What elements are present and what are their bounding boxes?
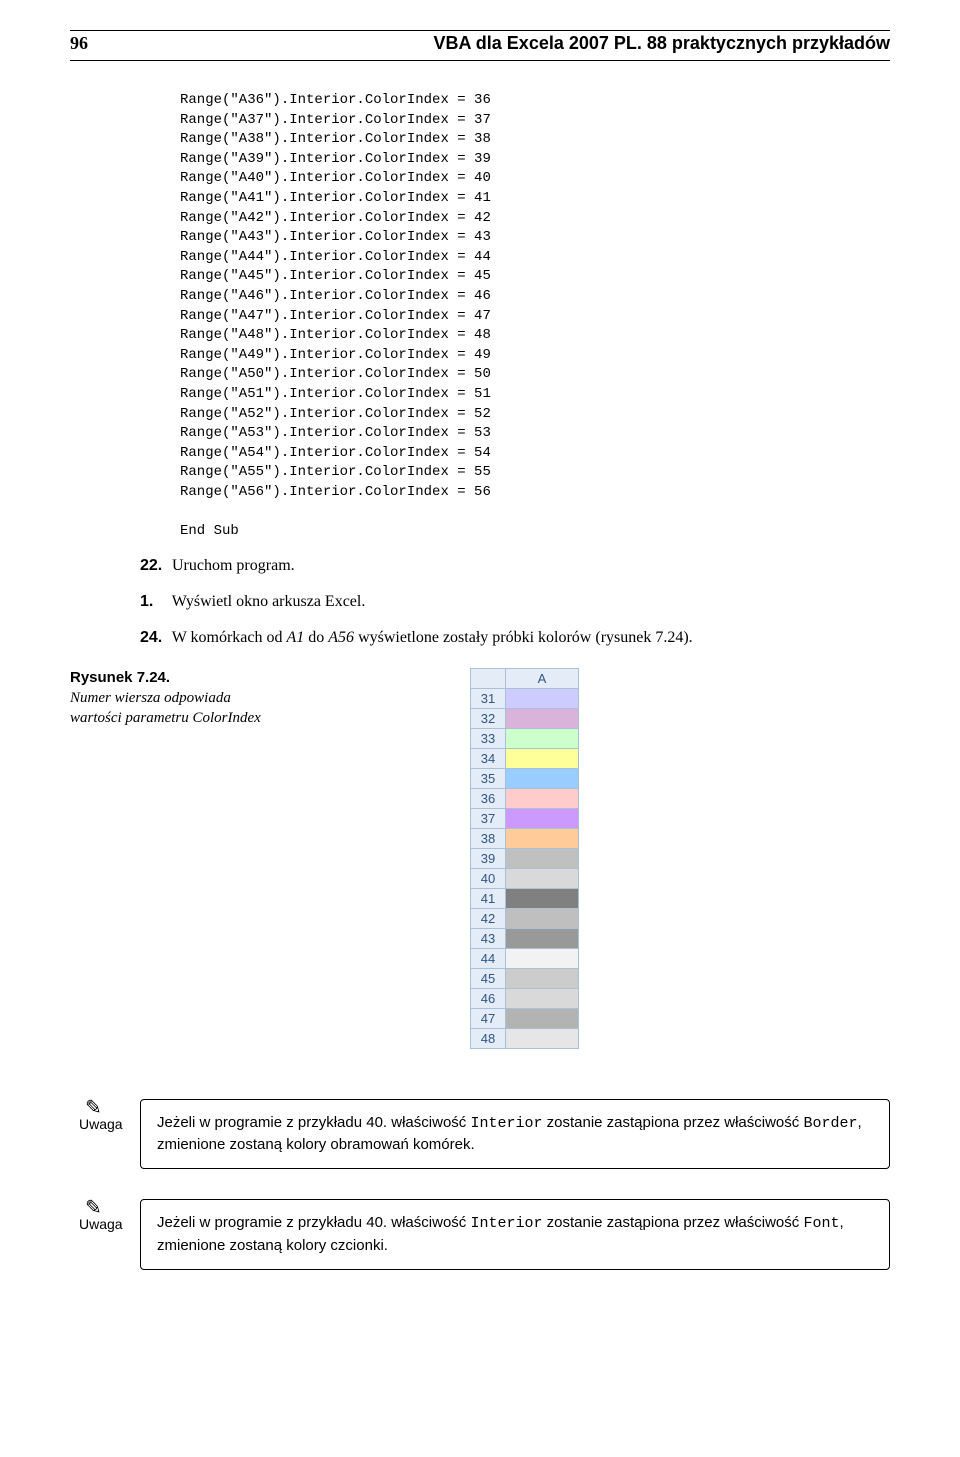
header-title: VBA dla Excela 2007 PL. 88 praktycznych … (433, 33, 890, 54)
table-row: 37 (471, 808, 579, 828)
step-number: 1. (140, 590, 168, 614)
color-cell (506, 748, 579, 768)
row-header: 31 (471, 688, 506, 708)
table-row: 44 (471, 948, 579, 968)
table-row: 42 (471, 908, 579, 928)
color-cell (506, 848, 579, 868)
table-row: 47 (471, 1008, 579, 1028)
note-box: ✎UwagaJeżeli w programie z przykładu 40.… (140, 1199, 890, 1270)
row-header: 44 (471, 948, 506, 968)
table-row: 36 (471, 788, 579, 808)
step-text: Wyświetl okno arkusza Excel. (168, 593, 365, 610)
note-body: Jeżeli w programie z przykładu 40. właśc… (157, 1114, 862, 1154)
row-header: 42 (471, 908, 506, 928)
row-header: 43 (471, 928, 506, 948)
step-text: W komórkach od (168, 629, 287, 646)
note-body: Jeżeli w programie z przykładu 40. właśc… (157, 1214, 844, 1254)
step-item: 22. Uruchom program. (140, 554, 890, 578)
step-item: 1. Wyświetl okno arkusza Excel. (140, 590, 890, 614)
step-number: 22. (140, 554, 168, 578)
code-block: Range("A36").Interior.ColorIndex = 36 Ra… (180, 91, 890, 542)
figure-row: Rysunek 7.24. Numer wiersza odpowiada wa… (70, 668, 890, 1049)
col-header-a: A (506, 668, 579, 688)
header-row: 96 VBA dla Excela 2007 PL. 88 praktyczny… (70, 33, 890, 61)
color-cell (506, 888, 579, 908)
color-cell (506, 868, 579, 888)
notes-container: ✎UwagaJeżeli w programie z przykładu 40.… (70, 1099, 890, 1270)
row-header: 48 (471, 1028, 506, 1048)
table-row: 38 (471, 828, 579, 848)
step-number: 24. (140, 626, 168, 650)
color-cell (506, 708, 579, 728)
step-text: do (304, 629, 328, 646)
color-cell (506, 768, 579, 788)
row-header: 37 (471, 808, 506, 828)
row-header: 41 (471, 888, 506, 908)
row-header: 38 (471, 828, 506, 848)
code-term: Border (803, 1115, 857, 1132)
row-header: 36 (471, 788, 506, 808)
color-cell (506, 928, 579, 948)
row-header: 40 (471, 868, 506, 888)
steps-list: 22. Uruchom program.1. Wyświetl okno ark… (70, 554, 890, 650)
note-text: Jeżeli w programie z przykładu 40. właśc… (157, 1114, 470, 1131)
table-row: 45 (471, 968, 579, 988)
table-row: 48 (471, 1028, 579, 1048)
table-row: 31 (471, 688, 579, 708)
note-box: ✎UwagaJeżeli w programie z przykładu 40.… (140, 1099, 890, 1170)
note-label: Uwaga (79, 1114, 123, 1134)
color-cell (506, 808, 579, 828)
cell-ref: A1 (287, 629, 305, 646)
step-text: Uruchom program. (168, 557, 295, 574)
code-term: Interior (470, 1115, 542, 1132)
code-term: Font (803, 1215, 839, 1232)
table-row: 43 (471, 928, 579, 948)
color-cell (506, 1008, 579, 1028)
row-header: 47 (471, 1008, 506, 1028)
figure-caption: Rysunek 7.24. Numer wiersza odpowiada wa… (70, 668, 270, 729)
note-text: zostanie zastąpiona przez właściwość (542, 1114, 803, 1131)
table-row: 34 (471, 748, 579, 768)
color-cell (506, 968, 579, 988)
note-label: Uwaga (79, 1214, 123, 1234)
table-row: 46 (471, 988, 579, 1008)
color-cell (506, 688, 579, 708)
step-item: 24. W komórkach od A1 do A56 wyświetlone… (140, 626, 890, 650)
color-cell (506, 948, 579, 968)
table-row: 41 (471, 888, 579, 908)
figure-caption-title: Rysunek 7.24. (70, 668, 270, 688)
row-header: 32 (471, 708, 506, 728)
cell-ref: A56 (328, 629, 354, 646)
code-term: Interior (470, 1215, 542, 1232)
row-header: 35 (471, 768, 506, 788)
color-cell (506, 908, 579, 928)
table-row: 40 (471, 868, 579, 888)
step-text: wyświetlone zostały próbki kolorów (rysu… (354, 629, 693, 646)
note-text: zostanie zastąpiona przez właściwość (542, 1214, 803, 1231)
excel-preview-table: A 313233343536373839404142434445464748 (470, 668, 579, 1049)
row-header: 33 (471, 728, 506, 748)
row-header: 34 (471, 748, 506, 768)
note-text: Jeżeli w programie z przykładu 40. właśc… (157, 1214, 470, 1231)
figure-caption-body: Numer wiersza odpowiada wartości paramet… (70, 688, 270, 729)
table-row: 33 (471, 728, 579, 748)
color-cell (506, 828, 579, 848)
row-header: 45 (471, 968, 506, 988)
row-header: 46 (471, 988, 506, 1008)
page: 96 VBA dla Excela 2007 PL. 88 praktyczny… (0, 0, 960, 1310)
row-header: 39 (471, 848, 506, 868)
header-rule-top (70, 30, 890, 31)
color-cell (506, 1028, 579, 1048)
corner-cell (471, 668, 506, 688)
table-row: 35 (471, 768, 579, 788)
table-row: 32 (471, 708, 579, 728)
color-cell (506, 988, 579, 1008)
table-row: 39 (471, 848, 579, 868)
color-cell (506, 728, 579, 748)
page-number: 96 (70, 33, 88, 54)
color-cell (506, 788, 579, 808)
